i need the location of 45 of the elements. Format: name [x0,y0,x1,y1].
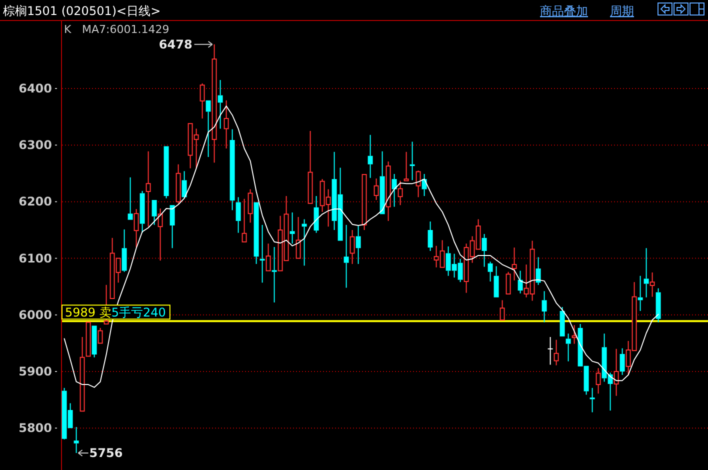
candlestick [614,348,619,396]
candlestick [536,256,541,286]
text: 周期 [610,4,634,18]
candlestick [518,270,523,294]
candlestick [224,100,229,149]
y-tick-label: 6300 [18,138,52,152]
annotation: 6478 [158,37,192,52]
candlestick [146,150,151,228]
annotation: MA7:6001.1429 [82,23,170,36]
candlestick [482,233,487,268]
candlestick [392,173,397,208]
candlestick [236,196,241,234]
y-tick-label: 6100 [18,251,52,266]
candlestick [344,224,349,288]
candlestick [488,261,493,282]
candlestick [548,336,553,366]
chart-title: 棕榈1501 (020501)<日线> [3,4,161,18]
ref-line-label: 5989 卖5手亏240 [65,306,166,320]
candlestick [212,44,217,164]
candlestick [566,333,571,362]
candlestick [314,196,319,234]
candlestick [512,247,517,281]
candlestick [650,272,655,298]
candlestick [272,246,277,303]
candlestick [218,80,223,130]
annotation: K [64,23,72,36]
candlestick [428,221,433,252]
candlestick [542,290,547,323]
candlestick [74,426,79,454]
y-tick-label: 5800 [18,421,52,436]
candlestick [596,368,601,394]
candlestick [356,226,361,264]
y-tick-label: 6400 [18,81,52,96]
candlestick [290,212,295,244]
candlestick [230,128,235,211]
text: 商品叠加 [540,4,588,18]
y-tick-label: 6000 [18,308,52,322]
candlestick [644,248,649,298]
candlestick [620,348,625,376]
annotation: 5756 [89,446,123,460]
candlestick [368,134,373,178]
candlestick [656,288,661,323]
candlestick [350,230,355,264]
y-tick-label: 6200 [18,194,52,209]
y-tick-label: 5900 [18,364,52,379]
